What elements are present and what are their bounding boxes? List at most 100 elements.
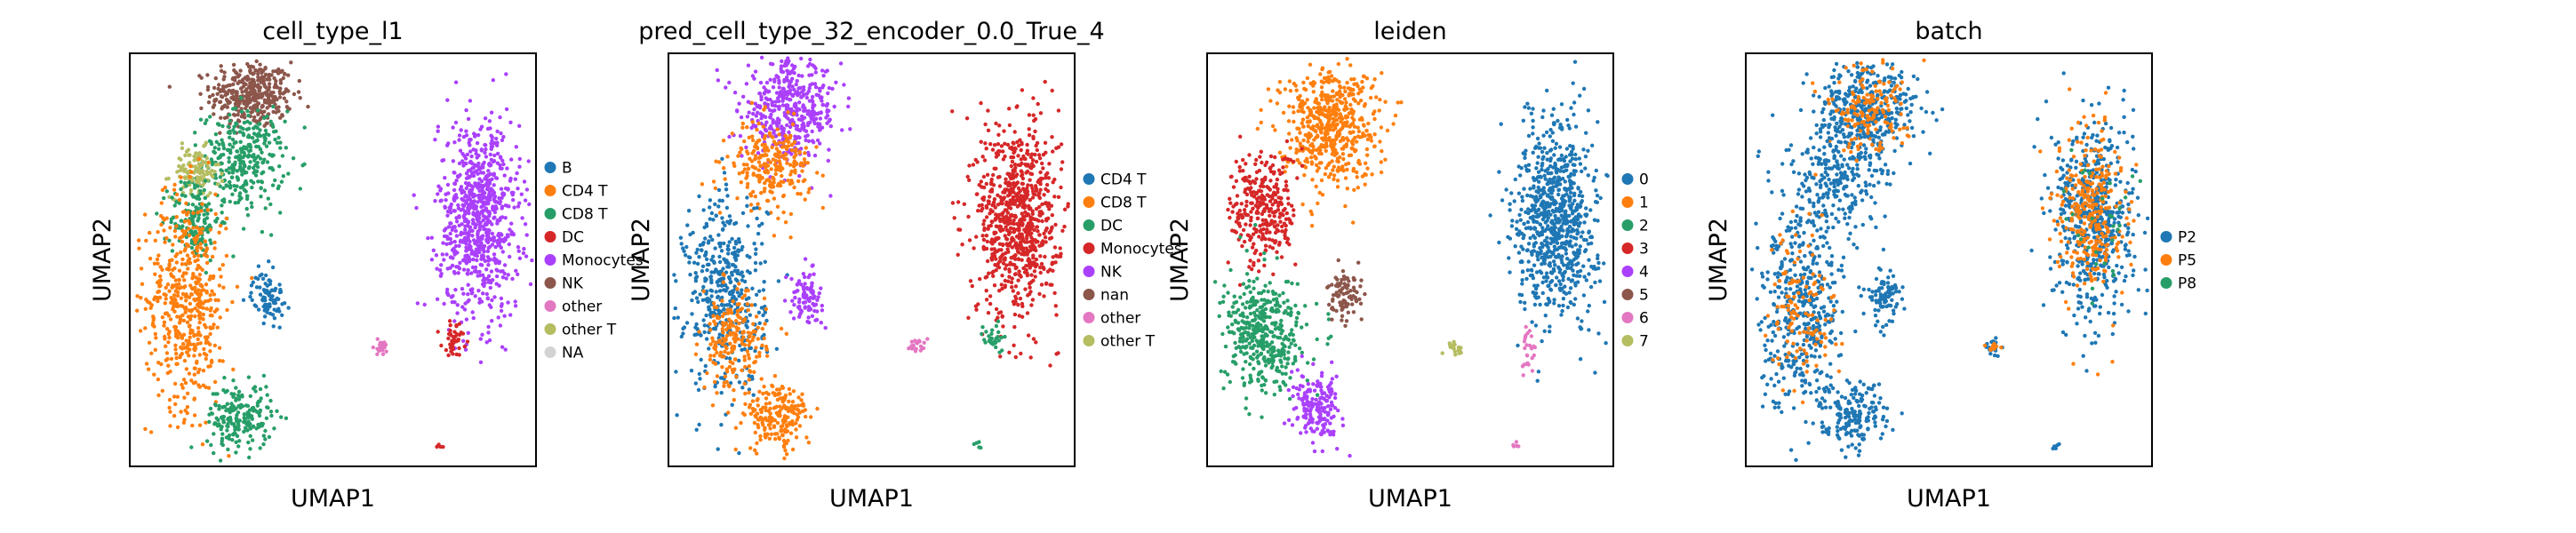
data-point [747, 364, 751, 369]
data-point [777, 436, 782, 442]
data-point [200, 284, 204, 289]
data-point [802, 287, 806, 291]
data-point [207, 277, 212, 282]
data-point [743, 364, 748, 370]
data-point [177, 201, 181, 205]
data-point [298, 187, 302, 191]
data-point [983, 141, 988, 146]
data-point [745, 325, 749, 330]
data-point [218, 155, 222, 159]
data-point [172, 182, 177, 187]
data-point [740, 288, 744, 292]
data-point [256, 422, 260, 427]
data-point [979, 179, 984, 184]
data-point [728, 341, 732, 346]
data-point [751, 189, 756, 195]
data-point [201, 306, 205, 310]
data-point [777, 85, 781, 90]
data-point [1020, 88, 1025, 92]
data-point [479, 253, 484, 259]
data-point [153, 272, 157, 276]
data-point [466, 116, 471, 122]
data-point [300, 163, 305, 168]
data-point [717, 254, 722, 259]
data-point [792, 404, 796, 410]
data-point [199, 209, 204, 213]
legend-marker [544, 277, 556, 289]
data-point [730, 131, 734, 136]
data-point [163, 240, 167, 244]
data-point [159, 213, 164, 219]
data-point [177, 278, 181, 282]
data-point [1039, 282, 1044, 287]
data-point [201, 183, 205, 187]
data-point [694, 427, 699, 432]
data-point [781, 179, 786, 184]
data-point [231, 76, 236, 81]
data-point [456, 265, 460, 269]
data-point [455, 311, 460, 315]
data-point [966, 315, 971, 320]
data-point [446, 225, 452, 229]
data-point [459, 128, 463, 132]
data-point [470, 194, 476, 198]
data-point [188, 309, 194, 314]
data-point [197, 164, 203, 169]
data-point [848, 127, 852, 131]
data-point [672, 273, 676, 277]
data-point [473, 132, 477, 138]
data-point [1013, 296, 1019, 301]
data-point [812, 82, 818, 86]
data-point [688, 232, 692, 237]
data-point [819, 110, 823, 115]
data-point [195, 266, 199, 272]
data-point [790, 447, 796, 452]
data-point [761, 288, 766, 292]
data-point [445, 287, 450, 292]
data-point [506, 300, 510, 305]
data-point [150, 321, 156, 326]
data-point [199, 106, 204, 111]
data-point [136, 238, 141, 243]
data-point [167, 330, 172, 334]
data-point [241, 227, 246, 231]
data-point [986, 108, 990, 113]
data-point [821, 74, 826, 78]
data-point [185, 212, 189, 217]
data-point [192, 158, 196, 163]
data-point [745, 349, 749, 354]
data-point [715, 391, 719, 395]
data-point [213, 163, 219, 167]
data-point [1012, 263, 1017, 267]
data-point [763, 180, 767, 186]
data-point [801, 85, 806, 90]
data-point [495, 151, 500, 156]
data-point [989, 177, 994, 182]
data-point [725, 243, 731, 248]
data-point [170, 249, 175, 253]
data-point [487, 244, 492, 250]
data-point [772, 196, 777, 201]
data-point [244, 206, 249, 211]
data-point [842, 83, 846, 87]
data-point [273, 82, 278, 87]
data-point [225, 147, 230, 152]
data-point [500, 302, 504, 306]
data-point [177, 282, 181, 286]
data-point [1031, 113, 1036, 117]
data-point [471, 238, 476, 243]
data-point [472, 269, 477, 274]
data-point [713, 186, 718, 191]
data-point [244, 95, 249, 100]
data-point [497, 195, 501, 201]
data-point [264, 90, 269, 94]
data-point [780, 59, 784, 64]
data-point [992, 143, 997, 147]
data-point [1028, 285, 1032, 290]
data-point [735, 109, 740, 114]
data-point [725, 155, 730, 159]
data-point [516, 204, 521, 209]
data-point [763, 91, 767, 95]
data-point [265, 160, 270, 164]
data-point [192, 154, 196, 159]
